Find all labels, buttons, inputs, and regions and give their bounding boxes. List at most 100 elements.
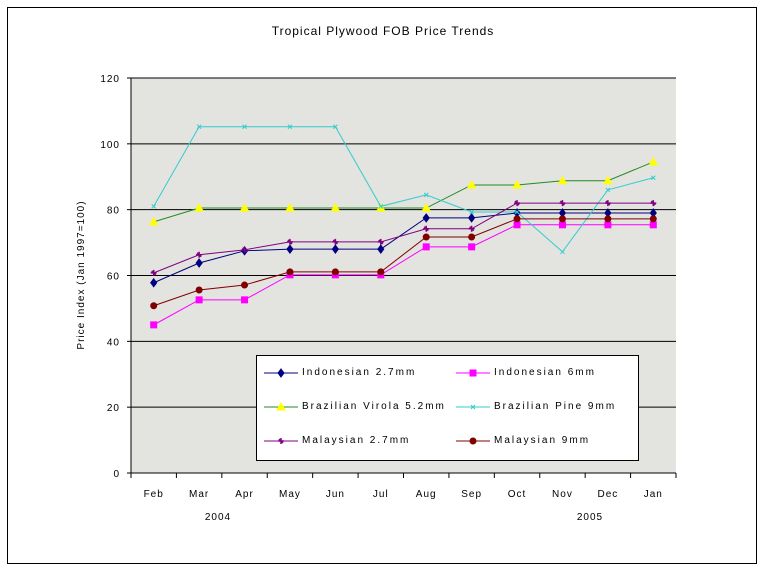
- data-point: [333, 124, 338, 130]
- y-tick-label: 40: [107, 337, 120, 348]
- data-point: [559, 200, 566, 207]
- data-point: [241, 281, 249, 289]
- y-tick-label: 100: [100, 140, 120, 151]
- data-point: [195, 258, 203, 268]
- data-point: [466, 179, 477, 189]
- data-point: [377, 238, 384, 245]
- series-line: [153, 218, 654, 307]
- data-point: [194, 203, 204, 212]
- legend-item: Indonesian 6mm: [456, 367, 596, 378]
- data-point: [286, 244, 294, 255]
- legend-box: [256, 355, 639, 461]
- data-point: [195, 296, 203, 304]
- data-point: [332, 238, 339, 245]
- data-point: [648, 156, 659, 166]
- series-line: [153, 202, 654, 274]
- legend-item: Malaysian 2.7mm: [264, 435, 410, 446]
- data-point: [514, 209, 520, 215]
- series-brazilian-virola-5-2mm: [148, 156, 659, 226]
- data-point: [650, 200, 657, 207]
- data-point: [470, 404, 476, 410]
- data-point: [277, 368, 285, 378]
- data-point: [195, 286, 203, 294]
- data-point: [422, 213, 430, 223]
- y-tick-label: 0: [113, 469, 120, 480]
- data-point: [423, 225, 430, 232]
- data-point: [605, 187, 611, 193]
- data-point: [557, 175, 568, 185]
- x-tick-label: May: [279, 489, 301, 500]
- legend-label: Brazilian Pine 9mm: [494, 401, 616, 412]
- data-point: [285, 203, 295, 212]
- data-point: [375, 203, 386, 212]
- series-line: [153, 212, 654, 284]
- legend-item: Brazilian Pine 9mm: [456, 401, 616, 412]
- x-tick-label: Oct: [508, 489, 527, 500]
- data-point: [278, 438, 284, 444]
- data-point: [330, 203, 341, 212]
- data-point: [513, 215, 521, 223]
- data-point: [560, 249, 565, 255]
- data-point: [468, 213, 476, 223]
- data-point: [377, 268, 385, 276]
- data-point: [649, 221, 657, 229]
- data-point: [603, 175, 613, 185]
- y-axis-label: Price Index (Jan 1997=100): [76, 200, 87, 349]
- legend: Indonesian 2.7mm Indonesian 6mm Brazilian …: [256, 355, 639, 461]
- data-point: [150, 269, 157, 276]
- data-point: [469, 437, 477, 445]
- x-tick-label: Sep: [461, 489, 482, 500]
- year-label-2005: 2005: [577, 512, 603, 523]
- data-point: [286, 238, 293, 245]
- data-point: [513, 221, 521, 229]
- chart-title: Tropical Plywood FOB Price Trends: [272, 24, 495, 38]
- data-point: [150, 302, 158, 310]
- legend-label: Malaysian 9mm: [494, 435, 590, 446]
- series-malaysian-2-7mm: [150, 200, 657, 276]
- legend-item: Brazilian Virola 5.2mm: [264, 401, 444, 412]
- x-tick-label: Jul: [373, 489, 389, 500]
- y-tick-label: 60: [107, 272, 120, 283]
- legend-item: Malaysian 9mm: [456, 435, 590, 446]
- data-point: [512, 179, 522, 189]
- data-point: [286, 268, 294, 276]
- data-point: [151, 204, 157, 209]
- data-point: [276, 401, 286, 411]
- data-point: [331, 268, 339, 276]
- data-point: [604, 215, 612, 223]
- series-line: [153, 126, 654, 253]
- data-point: [468, 233, 476, 241]
- x-tick-label: Dec: [597, 489, 618, 500]
- data-point: [422, 233, 430, 241]
- data-point: [422, 243, 430, 251]
- data-point: [604, 221, 612, 229]
- legend-item: Indonesian 2.7mm: [264, 367, 416, 378]
- x-tick-label: Feb: [144, 489, 164, 500]
- series-line: [153, 161, 654, 223]
- x-tick-label: Apr: [235, 489, 254, 500]
- data-point: [423, 192, 429, 198]
- data-point: [196, 124, 202, 130]
- data-point: [468, 243, 476, 251]
- x-tick-label: Nov: [552, 489, 573, 500]
- data-point: [558, 221, 566, 229]
- data-point: [239, 203, 250, 212]
- data-point: [377, 244, 385, 255]
- data-point: [196, 251, 203, 258]
- x-tick-label: Jan: [644, 489, 663, 500]
- data-point: [287, 124, 293, 130]
- data-point: [421, 203, 432, 212]
- x-tick-label: Mar: [189, 489, 209, 500]
- y-tick-label: 120: [100, 74, 120, 85]
- data-point: [378, 204, 384, 209]
- legend-label: Malaysian 2.7mm: [302, 435, 410, 446]
- data-point: [469, 369, 477, 377]
- y-tick-label: 20: [107, 403, 120, 414]
- series-brazilian-pine-9mm: [151, 124, 656, 255]
- legend-label: Indonesian 6mm: [494, 367, 596, 378]
- legend-label: Indonesian 2.7mm: [302, 367, 416, 378]
- data-point: [558, 215, 566, 223]
- data-point: [242, 124, 247, 130]
- x-tick-label: Jun: [326, 489, 345, 500]
